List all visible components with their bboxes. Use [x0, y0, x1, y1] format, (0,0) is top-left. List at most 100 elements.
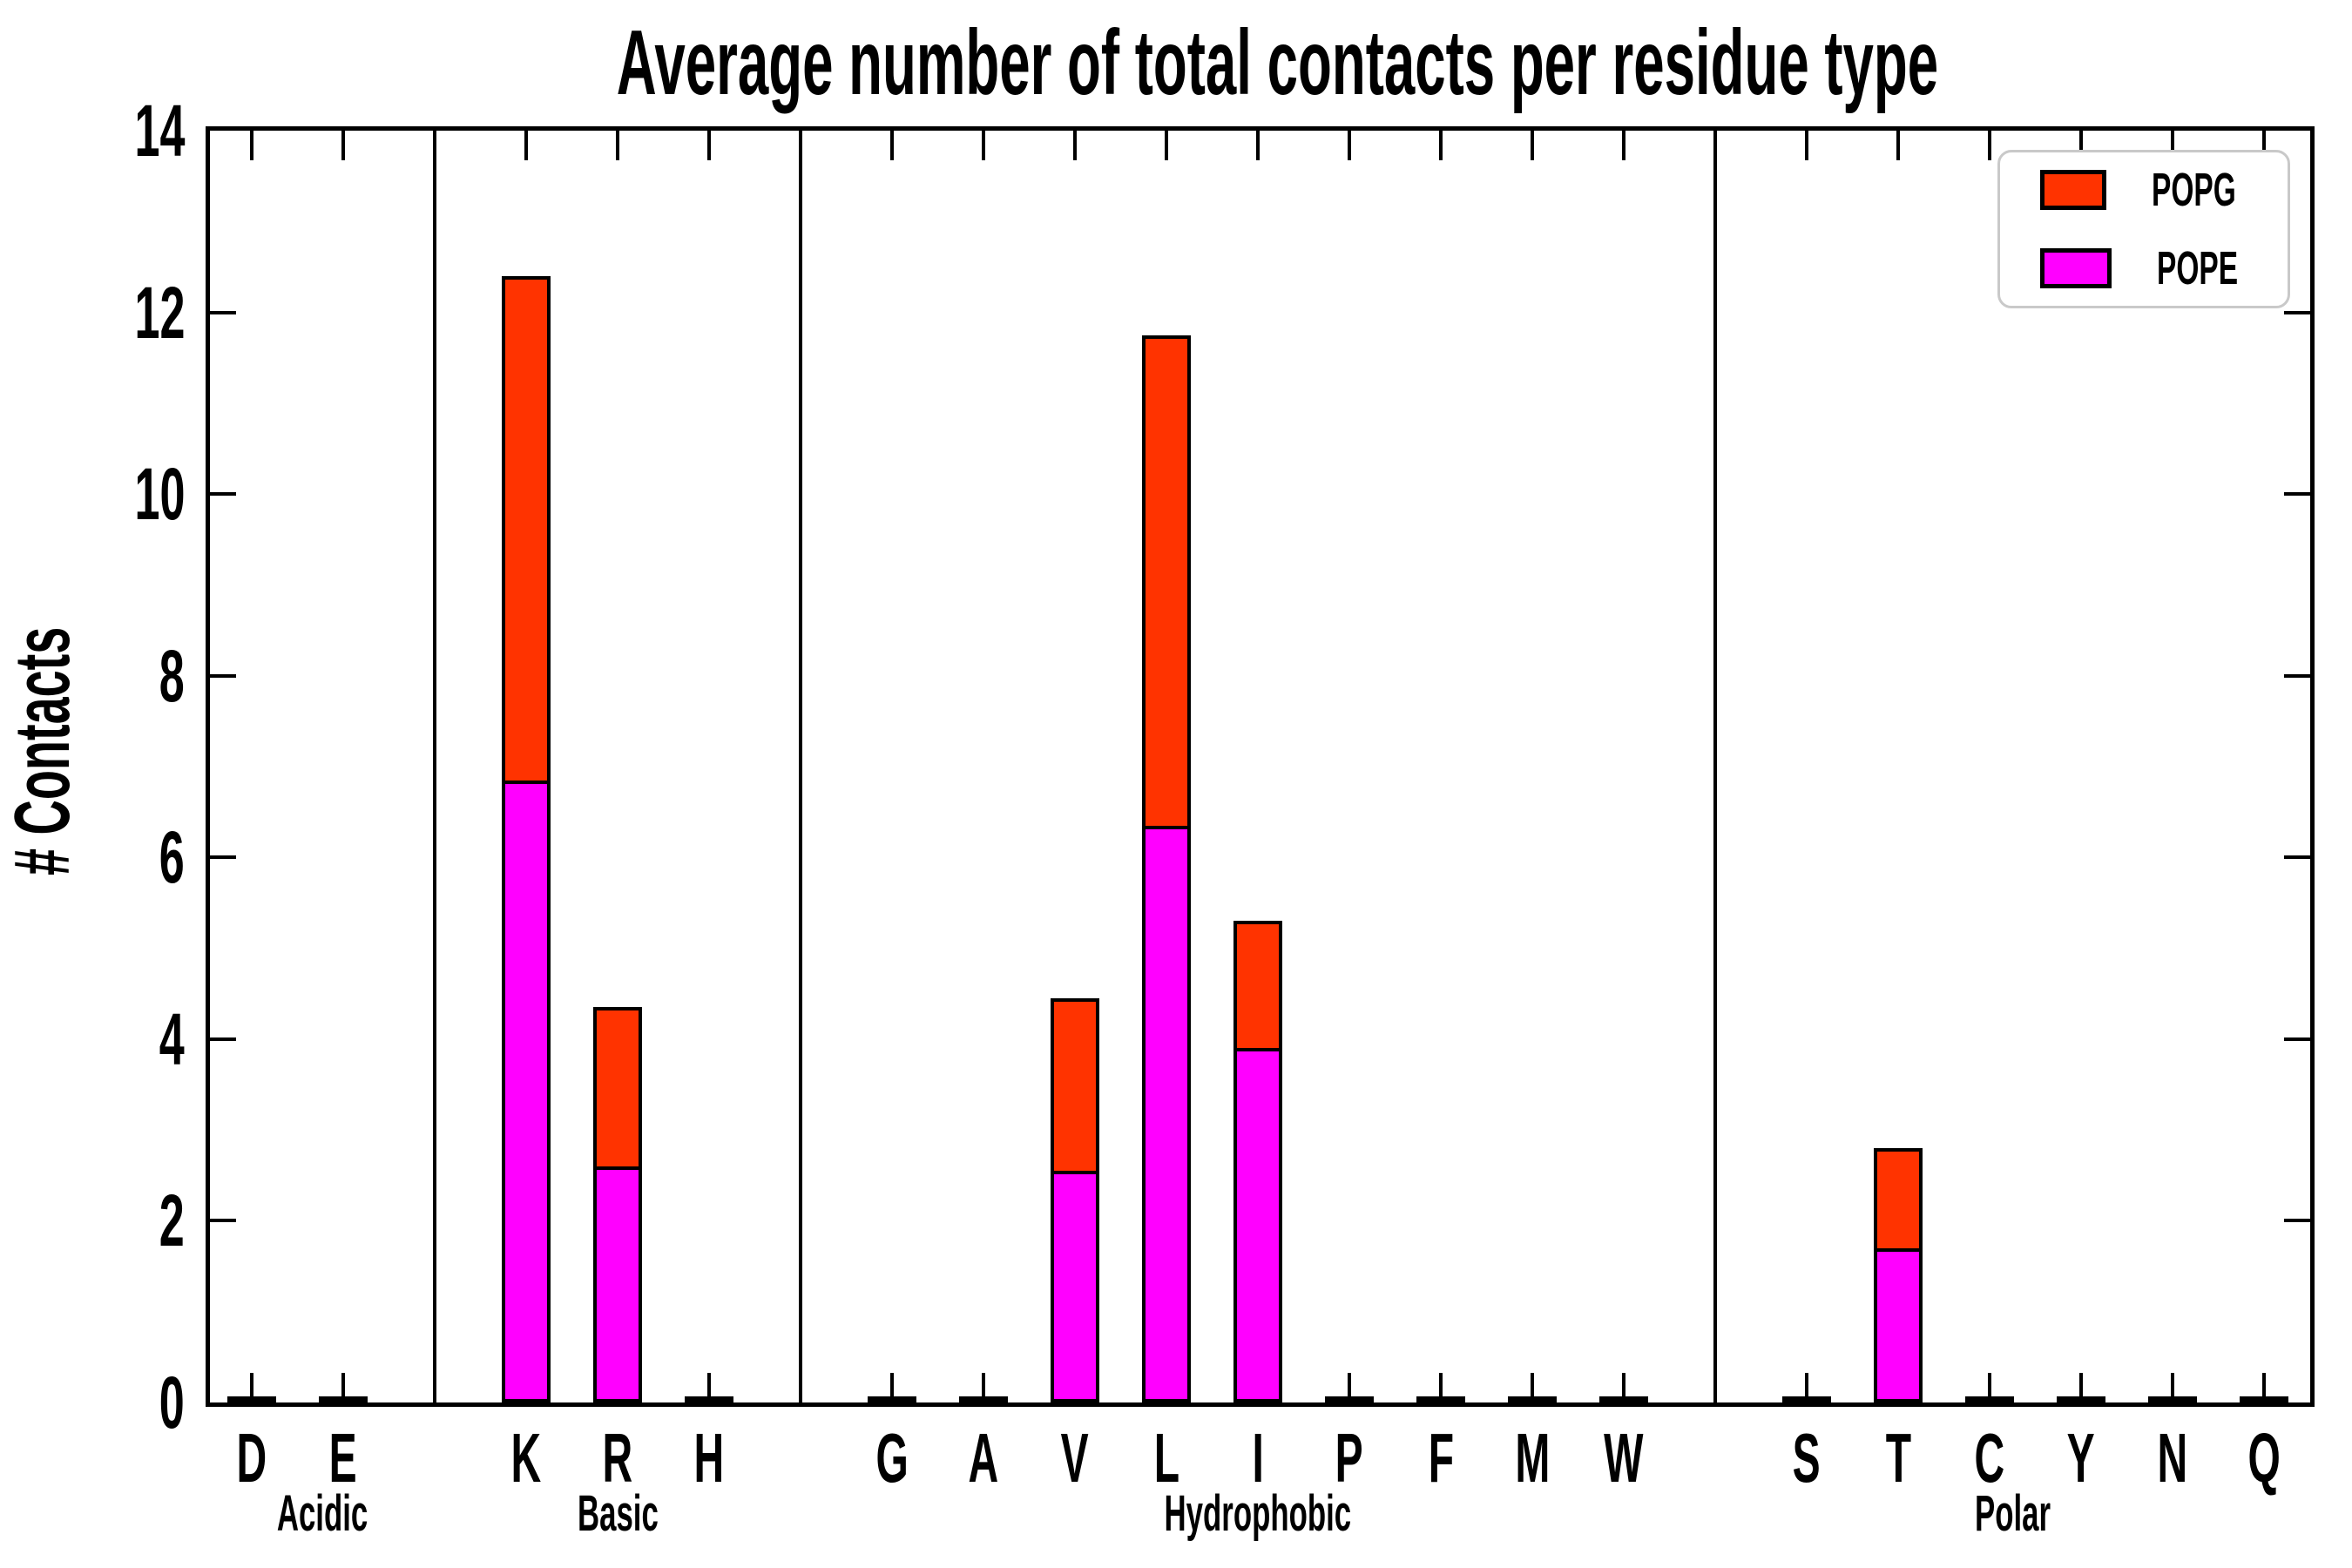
legend-item-pope: POPE [2040, 245, 2288, 292]
bar-Y-near-zero [2057, 1396, 2105, 1402]
x-tick-top [2079, 131, 2083, 160]
x-tick-top [1073, 131, 1077, 160]
x-tick-label-G: G [805, 1418, 979, 1498]
x-tick-label-V: V [988, 1418, 1162, 1498]
x-tick-bottom [2171, 1373, 2174, 1402]
x-tick-label-Y: Y [1994, 1418, 2168, 1498]
x-tick-label-C: C [1903, 1418, 2077, 1498]
x-tick-label-R: R [531, 1418, 705, 1498]
x-tick-label-S: S [1720, 1418, 1894, 1498]
x-tick-top [1348, 131, 1351, 160]
x-tick-label-H: H [622, 1418, 796, 1498]
x-tick-top [1531, 131, 1534, 160]
x-tick-label-text: E [328, 1419, 357, 1497]
y-tick-label-text: 0 [159, 1362, 185, 1443]
group-label-polar: Polar [1752, 1486, 2274, 1542]
x-tick-label-text: A [968, 1419, 999, 1497]
bar-K [502, 276, 551, 1402]
chart-title: Average number of total contacts per res… [176, 14, 1938, 112]
bar-P-near-zero [1325, 1396, 1374, 1402]
bar-L [1142, 335, 1191, 1402]
x-tick-label-text: D [236, 1419, 267, 1497]
y-tick-label-text: 12 [134, 271, 185, 354]
x-tick-top [890, 131, 894, 160]
x-tick-top [982, 131, 985, 160]
legend-label-popg: POPG [2151, 164, 2236, 216]
y-tick-right [2284, 310, 2310, 314]
legend: POPG POPE [1997, 150, 2290, 308]
x-tick-label-A: A [896, 1418, 1071, 1498]
x-tick-top [1165, 131, 1168, 160]
x-tick-top [1622, 131, 1625, 160]
x-tick-label-text: T [1885, 1419, 1911, 1497]
x-tick-label-text: K [510, 1419, 542, 1497]
x-tick-label-text: L [1153, 1419, 1179, 1497]
x-tick-bottom [1348, 1373, 1351, 1402]
bar-L-pope [1142, 826, 1191, 1402]
x-tick-top [2262, 131, 2266, 160]
x-tick-bottom [1622, 1373, 1625, 1402]
x-tick-label-text: P [1335, 1419, 1363, 1497]
bar-G-near-zero [868, 1396, 916, 1402]
legend-swatch-pope-icon [2040, 248, 2112, 288]
y-tick-label-6: 6 [0, 818, 185, 896]
bar-T-pope [1874, 1248, 1923, 1402]
x-tick-label-text: M [1515, 1419, 1550, 1497]
x-tick-top [616, 131, 619, 160]
panel-separator [799, 131, 802, 1402]
x-tick-bottom [707, 1373, 711, 1402]
x-tick-label-text: Q [2247, 1419, 2281, 1497]
y-tick-left [210, 310, 236, 314]
bar-S-near-zero [1782, 1396, 1831, 1402]
bar-I [1233, 921, 1282, 1402]
legend-swatch-popg-icon [2040, 170, 2106, 210]
x-tick-label-Q: Q [2177, 1418, 2351, 1498]
x-tick-bottom [1531, 1373, 1534, 1402]
y-tick-label-10: 10 [0, 455, 185, 533]
x-tick-label-N: N [2085, 1418, 2260, 1498]
bar-N-near-zero [2148, 1396, 2197, 1402]
y-tick-label-12: 12 [0, 274, 185, 352]
bar-K-pope [502, 781, 551, 1402]
bar-E-near-zero [319, 1396, 368, 1402]
chart-title-text: Average number of total contacts per res… [616, 11, 1939, 114]
panel-separator [433, 131, 436, 1402]
x-tick-label-text: F [1428, 1419, 1454, 1497]
group-label-text: Hydrophobic [1164, 1485, 1352, 1542]
y-tick-left [210, 1037, 236, 1041]
y-tick-label-14: 14 [0, 91, 185, 170]
x-tick-label-E: E [256, 1418, 430, 1498]
x-tick-label-K: K [439, 1418, 613, 1498]
y-tick-right [2284, 1037, 2310, 1041]
bar-V-pope [1051, 1171, 1099, 1402]
x-tick-label-F: F [1354, 1418, 1528, 1498]
x-tick-label-P: P [1262, 1418, 1436, 1498]
bar-H-near-zero [685, 1396, 733, 1402]
bar-A-near-zero [959, 1396, 1008, 1402]
x-tick-bottom [1439, 1373, 1443, 1402]
legend-label-pope: POPE [2156, 242, 2238, 294]
legend-item-popg: POPG [2040, 166, 2288, 213]
x-tick-top [250, 131, 253, 160]
group-label-text: Acidic [276, 1485, 368, 1542]
x-tick-top [1256, 131, 1260, 160]
plot-area [206, 126, 2315, 1407]
group-label-hydrophobic: Hydrophobic [997, 1486, 1519, 1542]
bar-C-near-zero [1965, 1396, 2014, 1402]
y-tick-label-2: 2 [0, 1181, 185, 1260]
x-tick-label-text: W [1604, 1419, 1644, 1497]
y-tick-left [210, 1219, 236, 1223]
x-tick-top [1805, 131, 1808, 160]
bar-M-near-zero [1508, 1396, 1557, 1402]
y-tick-left [210, 673, 236, 678]
x-tick-label-M: M [1445, 1418, 1619, 1498]
x-tick-bottom [341, 1373, 345, 1402]
x-tick-top [2171, 131, 2174, 160]
y-tick-label-text: 2 [159, 1179, 185, 1262]
y-tick-right [2284, 673, 2310, 678]
x-tick-label-text: N [2157, 1419, 2188, 1497]
bar-T [1874, 1148, 1923, 1402]
x-tick-label-text: R [602, 1419, 633, 1497]
y-tick-left [210, 855, 236, 860]
